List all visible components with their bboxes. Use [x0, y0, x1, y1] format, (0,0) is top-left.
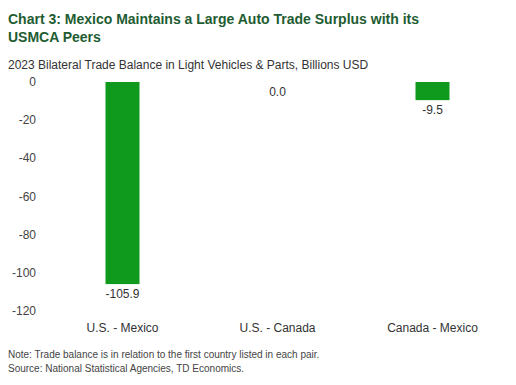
x-tick-label: U.S. - Canada — [239, 321, 315, 335]
y-tick-label: -120 — [12, 304, 36, 318]
y-tick-label: -40 — [19, 151, 37, 165]
bars — [106, 82, 450, 284]
chart: Chart 3: Mexico Maintains a Large Auto T… — [0, 0, 516, 385]
title: Chart 3: Mexico Maintains a Large Auto T… — [8, 11, 419, 45]
bar — [416, 82, 450, 100]
subtitle: 2023 Bilateral Trade Balance in Light Ve… — [8, 58, 369, 72]
note: Source: National Statistical Agencies, T… — [8, 363, 244, 374]
bar — [106, 82, 140, 284]
note: Note: Trade balance is in relation to th… — [8, 349, 319, 360]
y-tick-label: 0 — [29, 75, 36, 89]
x-tick-label: U.S. - Mexico — [86, 321, 158, 335]
y-tick-label: -20 — [19, 113, 37, 127]
y-tick-label: -80 — [19, 228, 37, 242]
data-label: -105.9 — [105, 287, 139, 301]
data-label: -9.5 — [422, 103, 443, 117]
data-label: 0.0 — [269, 85, 286, 99]
y-tick-label: -60 — [19, 190, 37, 204]
x-tick-label: Canada - Mexico — [387, 321, 478, 335]
bar — [261, 82, 295, 83]
y-tick-label: -100 — [12, 266, 36, 280]
